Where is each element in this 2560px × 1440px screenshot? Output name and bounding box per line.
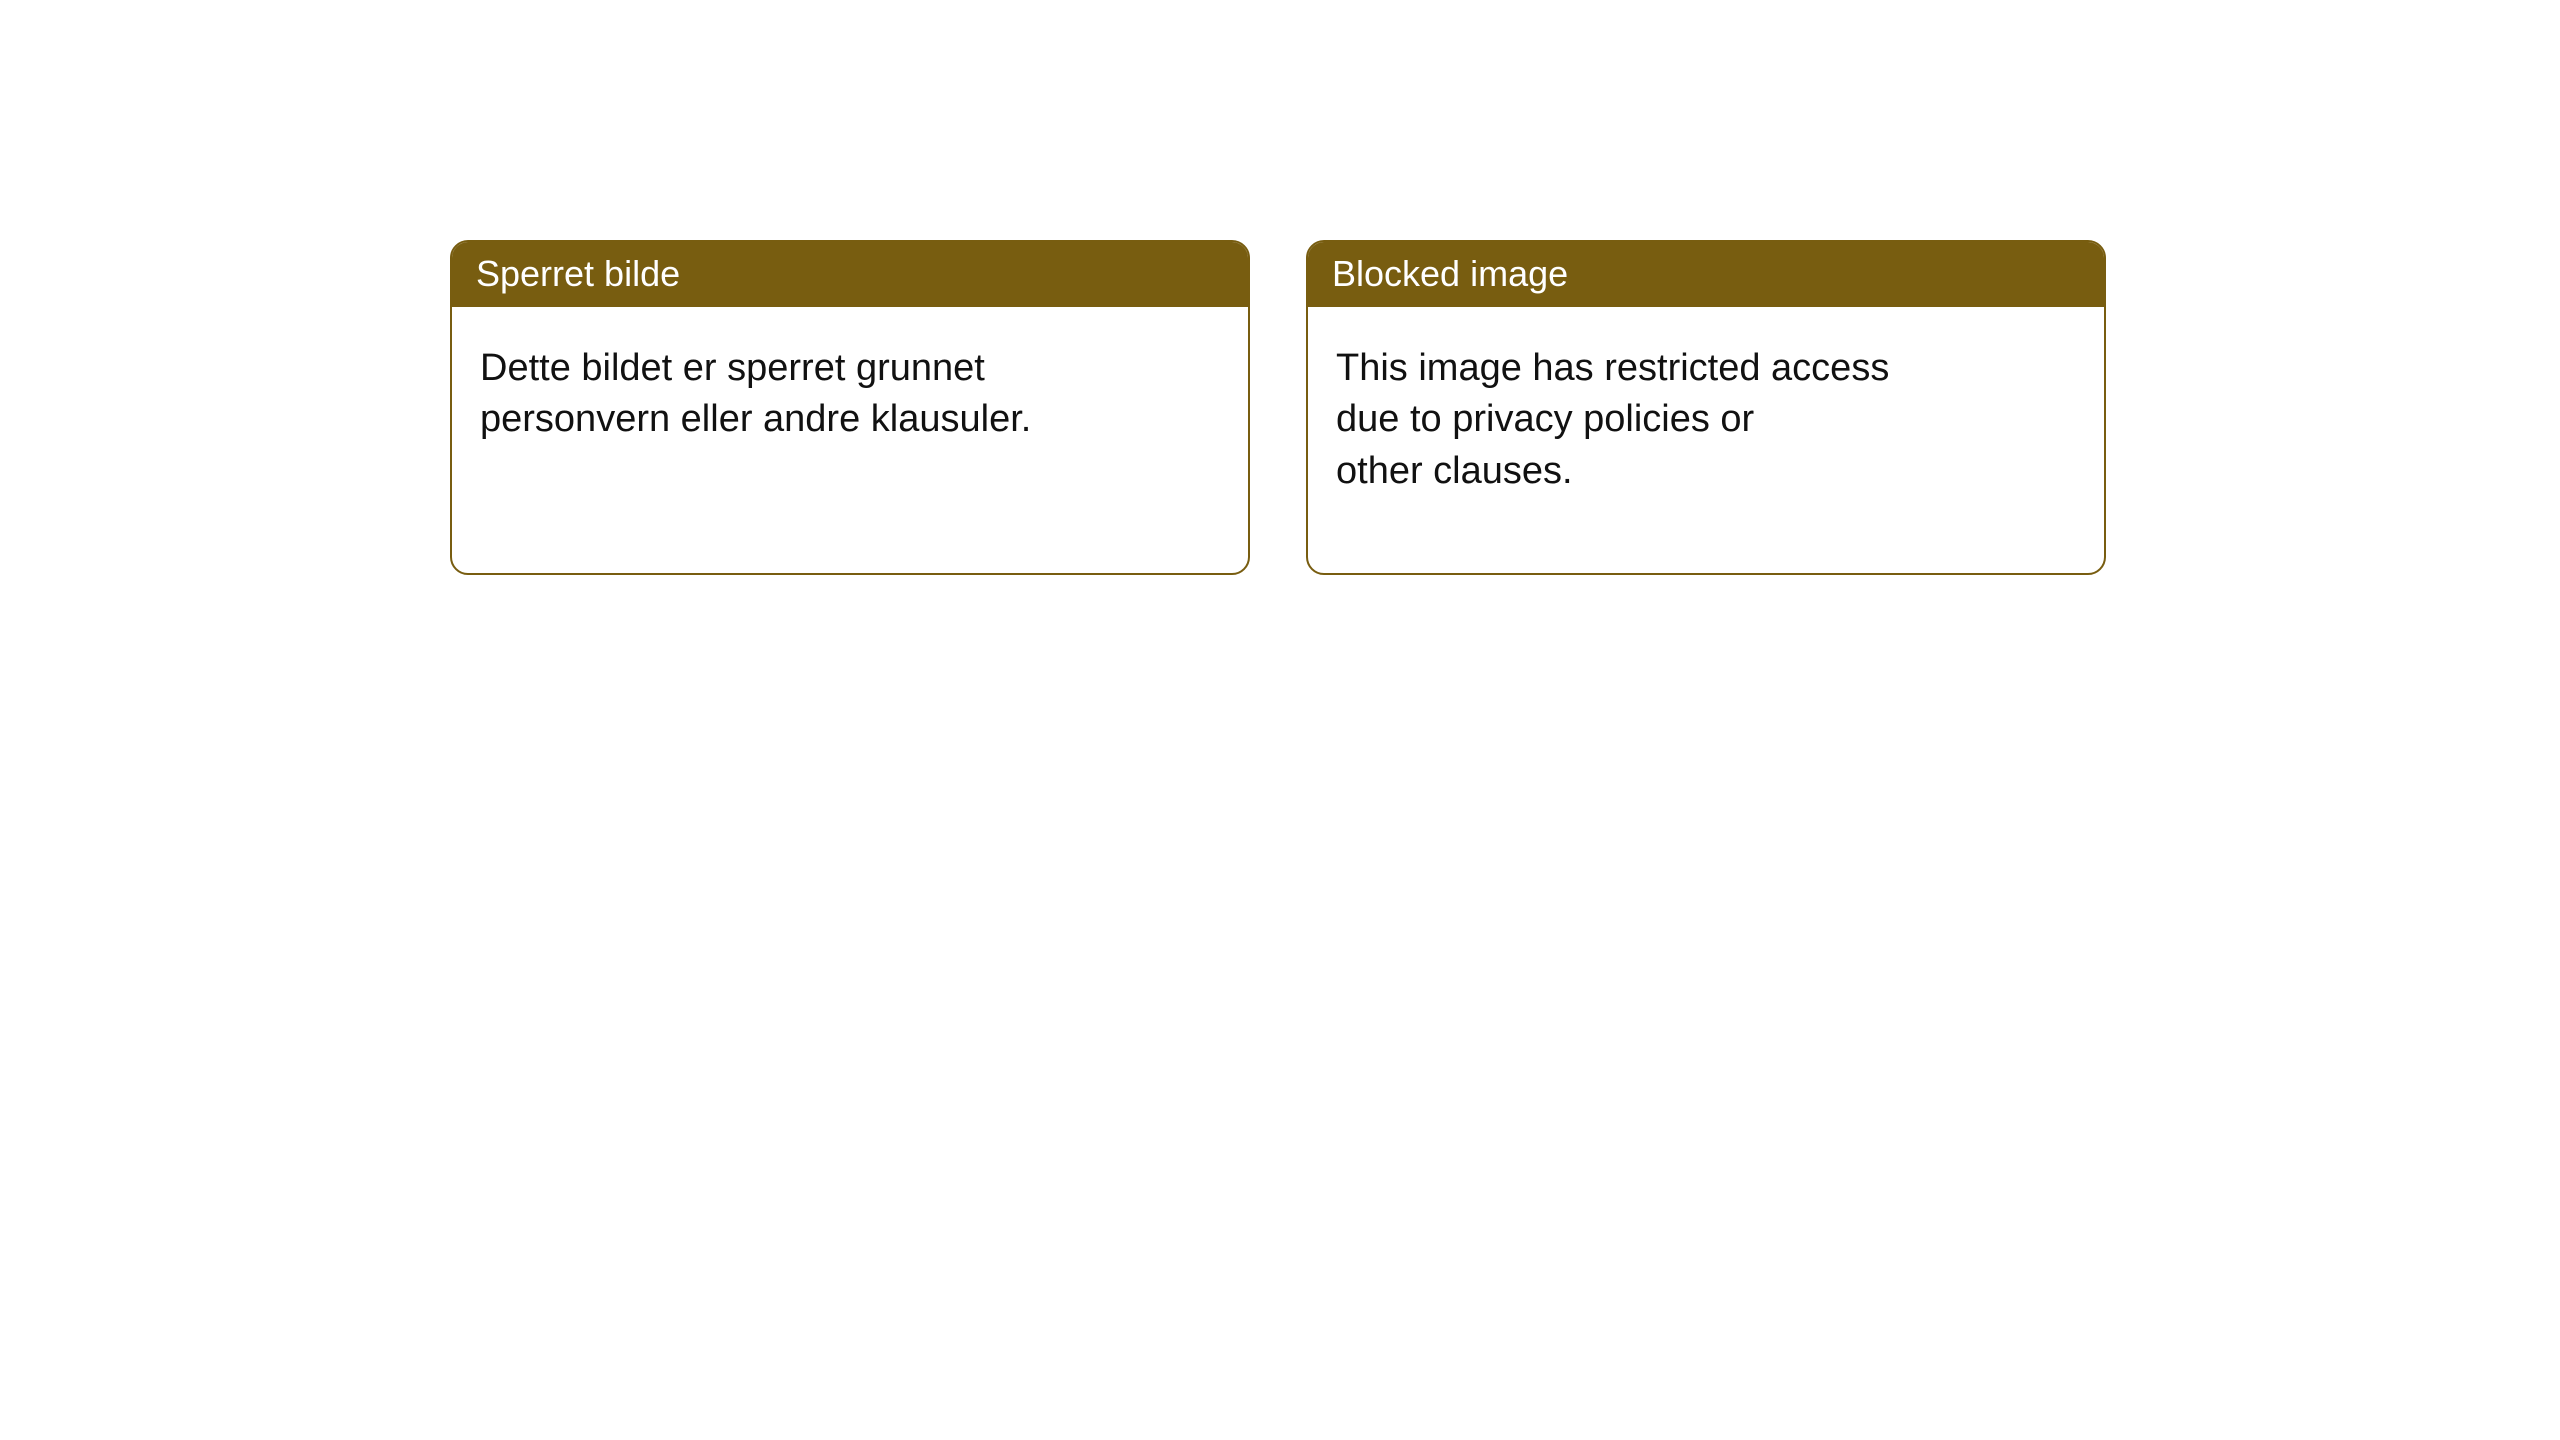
notice-container: Sperret bilde Dette bildet er sperret gr… xyxy=(0,0,2560,575)
notice-card-no: Sperret bilde Dette bildet er sperret gr… xyxy=(450,240,1250,575)
notice-card-title: Sperret bilde xyxy=(452,242,1248,307)
notice-card-title: Blocked image xyxy=(1308,242,2104,307)
notice-card-en: Blocked image This image has restricted … xyxy=(1306,240,2106,575)
notice-card-body: Dette bildet er sperret grunnet personve… xyxy=(452,307,1248,474)
notice-card-body: This image has restricted access due to … xyxy=(1308,307,2104,525)
